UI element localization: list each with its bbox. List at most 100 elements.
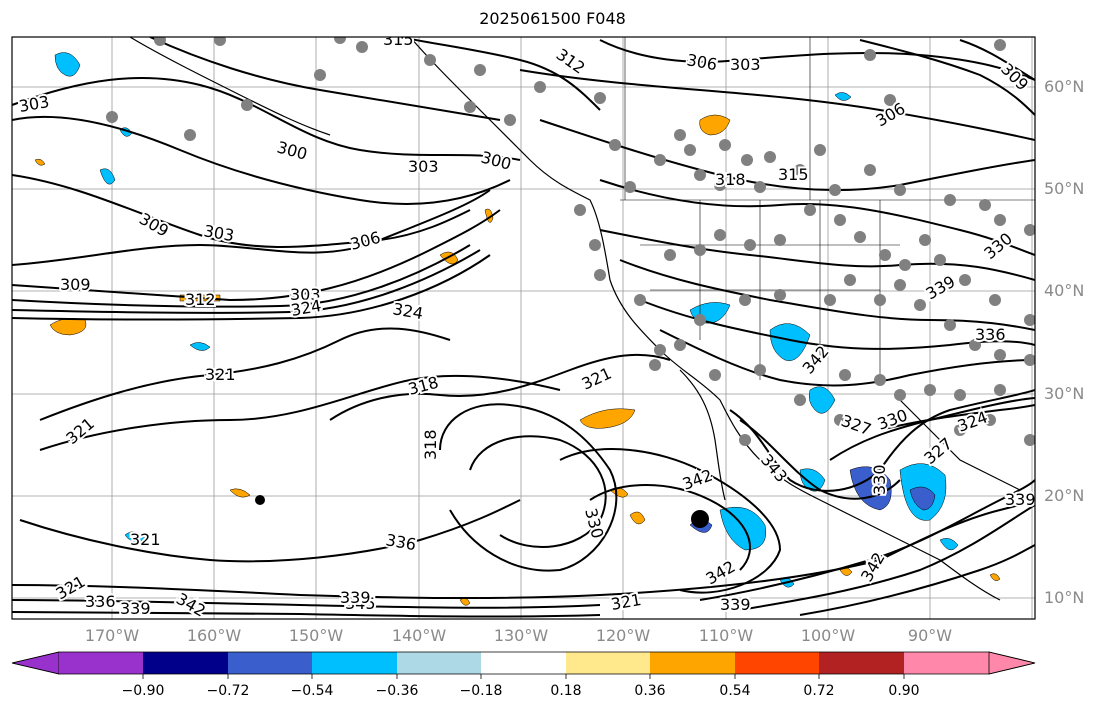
contour-label: 318 bbox=[421, 429, 440, 460]
colorbar bbox=[11, 651, 1036, 679]
station-marker bbox=[314, 69, 326, 81]
contour-label: 339 bbox=[1005, 490, 1036, 509]
lon-label: 120°W bbox=[595, 626, 651, 645]
contour-label: 303 bbox=[290, 285, 321, 304]
station-marker bbox=[774, 289, 786, 301]
station-markers bbox=[106, 37, 1035, 446]
station-marker bbox=[714, 229, 726, 241]
station-marker bbox=[934, 254, 946, 266]
station-marker bbox=[654, 344, 666, 356]
contour-label: 303 bbox=[202, 221, 235, 245]
contour-label: 339 bbox=[720, 595, 751, 614]
station-marker bbox=[944, 319, 956, 331]
negative-shade bbox=[189, 342, 211, 351]
negative-shade bbox=[719, 506, 767, 551]
shaded-field bbox=[34, 52, 1001, 606]
colorbar-segment bbox=[59, 652, 143, 674]
station-marker bbox=[694, 314, 706, 326]
lon-label: 150°W bbox=[288, 626, 344, 645]
negative-shade bbox=[124, 531, 146, 543]
station-marker bbox=[994, 384, 1006, 396]
station-marker bbox=[794, 164, 806, 176]
station-marker bbox=[864, 49, 876, 61]
positive-shade bbox=[989, 573, 1001, 582]
station-marker bbox=[879, 249, 891, 261]
station-marker bbox=[694, 244, 706, 256]
station-marker bbox=[984, 414, 996, 426]
station-marker bbox=[754, 364, 766, 376]
colorbar-segment bbox=[397, 652, 481, 674]
station-marker bbox=[884, 94, 896, 106]
contour-label: 321 bbox=[130, 530, 161, 549]
station-marker bbox=[709, 369, 721, 381]
station-marker bbox=[464, 101, 476, 113]
contour-label: 312 bbox=[185, 290, 216, 309]
station-marker bbox=[356, 41, 368, 53]
station-marker bbox=[989, 294, 1001, 306]
colorbar-tick-label: 0.72 bbox=[803, 683, 835, 699]
station-marker bbox=[794, 394, 806, 406]
colorbar-segment bbox=[904, 652, 989, 674]
station-marker bbox=[684, 144, 696, 156]
station-marker bbox=[854, 231, 866, 243]
station-marker bbox=[649, 359, 661, 371]
station-marker bbox=[589, 239, 601, 251]
station-marker bbox=[899, 259, 911, 271]
station-marker bbox=[694, 169, 706, 181]
station-marker bbox=[954, 424, 966, 436]
station-marker bbox=[839, 369, 851, 381]
positive-shade bbox=[229, 488, 251, 498]
station-marker bbox=[241, 99, 253, 111]
station-marker bbox=[674, 339, 686, 351]
station-marker bbox=[994, 349, 1006, 361]
map-title: 2025061500 F048 bbox=[479, 9, 626, 28]
colorbar-segment bbox=[228, 652, 312, 674]
station-marker bbox=[804, 204, 816, 216]
station-marker bbox=[834, 214, 846, 226]
colorbar-segment bbox=[481, 652, 566, 674]
contour-label: 315 bbox=[778, 165, 809, 184]
lon-label: 110°W bbox=[698, 626, 754, 645]
station-marker bbox=[594, 269, 606, 281]
low-center-marker bbox=[255, 495, 265, 505]
contour-label: 303 bbox=[730, 55, 761, 74]
colorbar-tick-label: −0.36 bbox=[375, 683, 419, 699]
negative-shade bbox=[909, 486, 936, 511]
negative-shade bbox=[99, 168, 116, 185]
station-marker bbox=[534, 81, 546, 93]
lon-label: 160°W bbox=[186, 626, 242, 645]
station-marker bbox=[634, 294, 646, 306]
negative-shade bbox=[54, 52, 81, 77]
station-marker bbox=[829, 184, 841, 196]
station-marker bbox=[979, 199, 991, 211]
lon-label: 130°W bbox=[493, 626, 549, 645]
station-marker bbox=[154, 37, 166, 46]
station-marker bbox=[1024, 314, 1035, 326]
station-marker bbox=[844, 274, 856, 286]
negative-shade bbox=[808, 386, 836, 414]
station-marker bbox=[474, 64, 486, 76]
contour-label: 345 bbox=[345, 594, 376, 613]
colorbar-segment bbox=[650, 652, 735, 674]
station-marker bbox=[714, 179, 726, 191]
lat-label: 10°N bbox=[1044, 588, 1085, 607]
contour-label: 330 bbox=[870, 464, 889, 495]
colorbar-tick-label: −0.18 bbox=[459, 683, 503, 699]
positive-shade bbox=[629, 511, 646, 525]
positive-shade bbox=[699, 114, 731, 136]
station-marker bbox=[739, 294, 751, 306]
station-marker bbox=[1024, 434, 1035, 446]
station-marker bbox=[874, 374, 886, 386]
station-marker bbox=[754, 181, 766, 193]
negative-shade bbox=[849, 466, 892, 511]
station-marker bbox=[674, 129, 686, 141]
colorbar-segment bbox=[312, 652, 397, 674]
contour-label: 309 bbox=[60, 275, 91, 294]
coastlines bbox=[129, 37, 1021, 601]
lon-label: 140°W bbox=[391, 626, 447, 645]
contour-label: 321 bbox=[205, 365, 236, 384]
lon-label: 170°W bbox=[84, 626, 140, 645]
